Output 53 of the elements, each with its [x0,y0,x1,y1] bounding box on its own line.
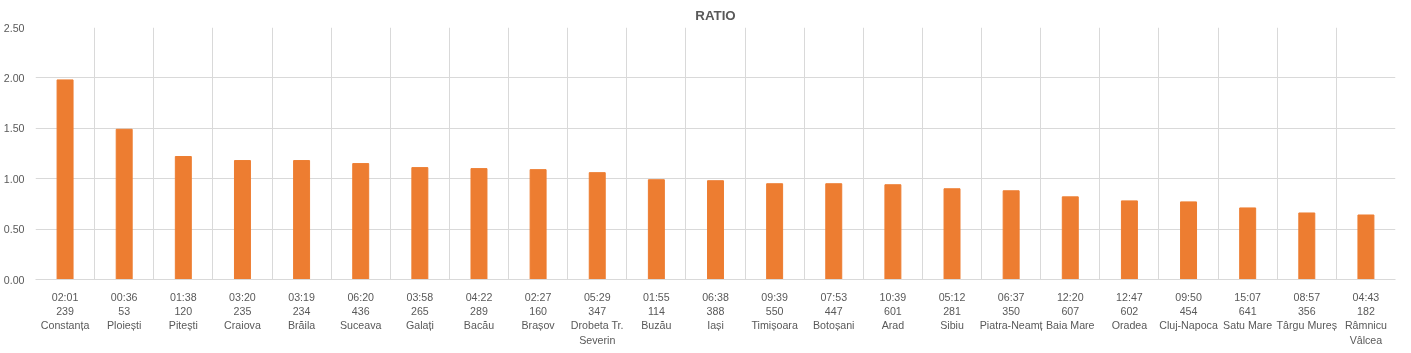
x-tick-label: 10:39 601 Arad [879,290,907,332]
x-tick-label: 01:38 120 Pitești [168,290,198,332]
y-tick-label: 1.50 [3,122,25,135]
bar [647,179,665,280]
y-tick-label: 2.00 [3,71,25,84]
x-tick-label: 00:36 53 Ploiești [107,290,142,332]
x-tick-label: 15:07 641 Satu Mare [1223,290,1273,332]
x-tick-label: 08:57 356 Târgu Mureș [1276,290,1338,332]
x-tick-label: 06:38 388 Iași [702,290,729,332]
x-tick-label: 03:19 234 Brăila [287,290,316,332]
bar [529,169,547,280]
bar [1239,207,1257,280]
y-tick-label: 0.50 [3,223,25,236]
bar [884,184,902,280]
bar [1180,201,1198,280]
bar [352,163,370,280]
bar [1298,212,1316,280]
x-tick-label: 02:01 239 Constanța [40,290,90,332]
bar [943,188,961,280]
bar [115,128,133,280]
bar [1357,214,1375,280]
x-tick-label: 05:29 347 Drobeta Tr. Severin [570,290,624,346]
y-tick-label: 0.00 [3,273,25,286]
x-tick-label: 12:47 602 Oradea [1111,290,1148,332]
x-tick-label: 09:39 550 Timișoara [751,290,798,332]
y-tick-label: 2.50 [3,21,25,34]
x-tick-label: 06:37 350 Piatra-Neamț [979,290,1043,332]
x-tick-label: 06:20 436 Suceava [339,290,382,332]
bar [588,172,606,280]
x-tick-label: 03:20 235 Craiova [224,290,261,332]
x-tick-label: 03:58 265 Galați [405,290,434,332]
bar [470,168,488,280]
x-tick-label: 02:27 160 Brașov [521,290,556,332]
bar [825,183,843,280]
bar [233,160,251,280]
bar [293,160,311,280]
bar [56,79,74,280]
x-tick-label: 05:12 281 Sibiu [938,290,966,332]
bar [1120,200,1138,280]
bar [766,183,784,280]
x-tick-label: 01:55 114 Buzău [641,290,672,332]
x-tick-label: 04:22 289 Bacău [463,290,495,332]
bar [1002,190,1020,280]
bar [174,156,192,280]
bar [707,180,724,280]
x-tick-label: 07:53 447 Botoșani [813,290,855,332]
chart-title: RATIO [695,7,736,23]
x-tick-label: 12:20 607 Baia Mare [1046,290,1095,332]
x-tick-label: 04:43 182 Râmnicu Vâlcea [1344,290,1388,346]
x-tick-label: 09:50 454 Cluj-Napoca [1159,290,1218,332]
bar [411,167,429,280]
y-tick-label: 1.00 [3,172,25,185]
bar [1061,196,1079,280]
